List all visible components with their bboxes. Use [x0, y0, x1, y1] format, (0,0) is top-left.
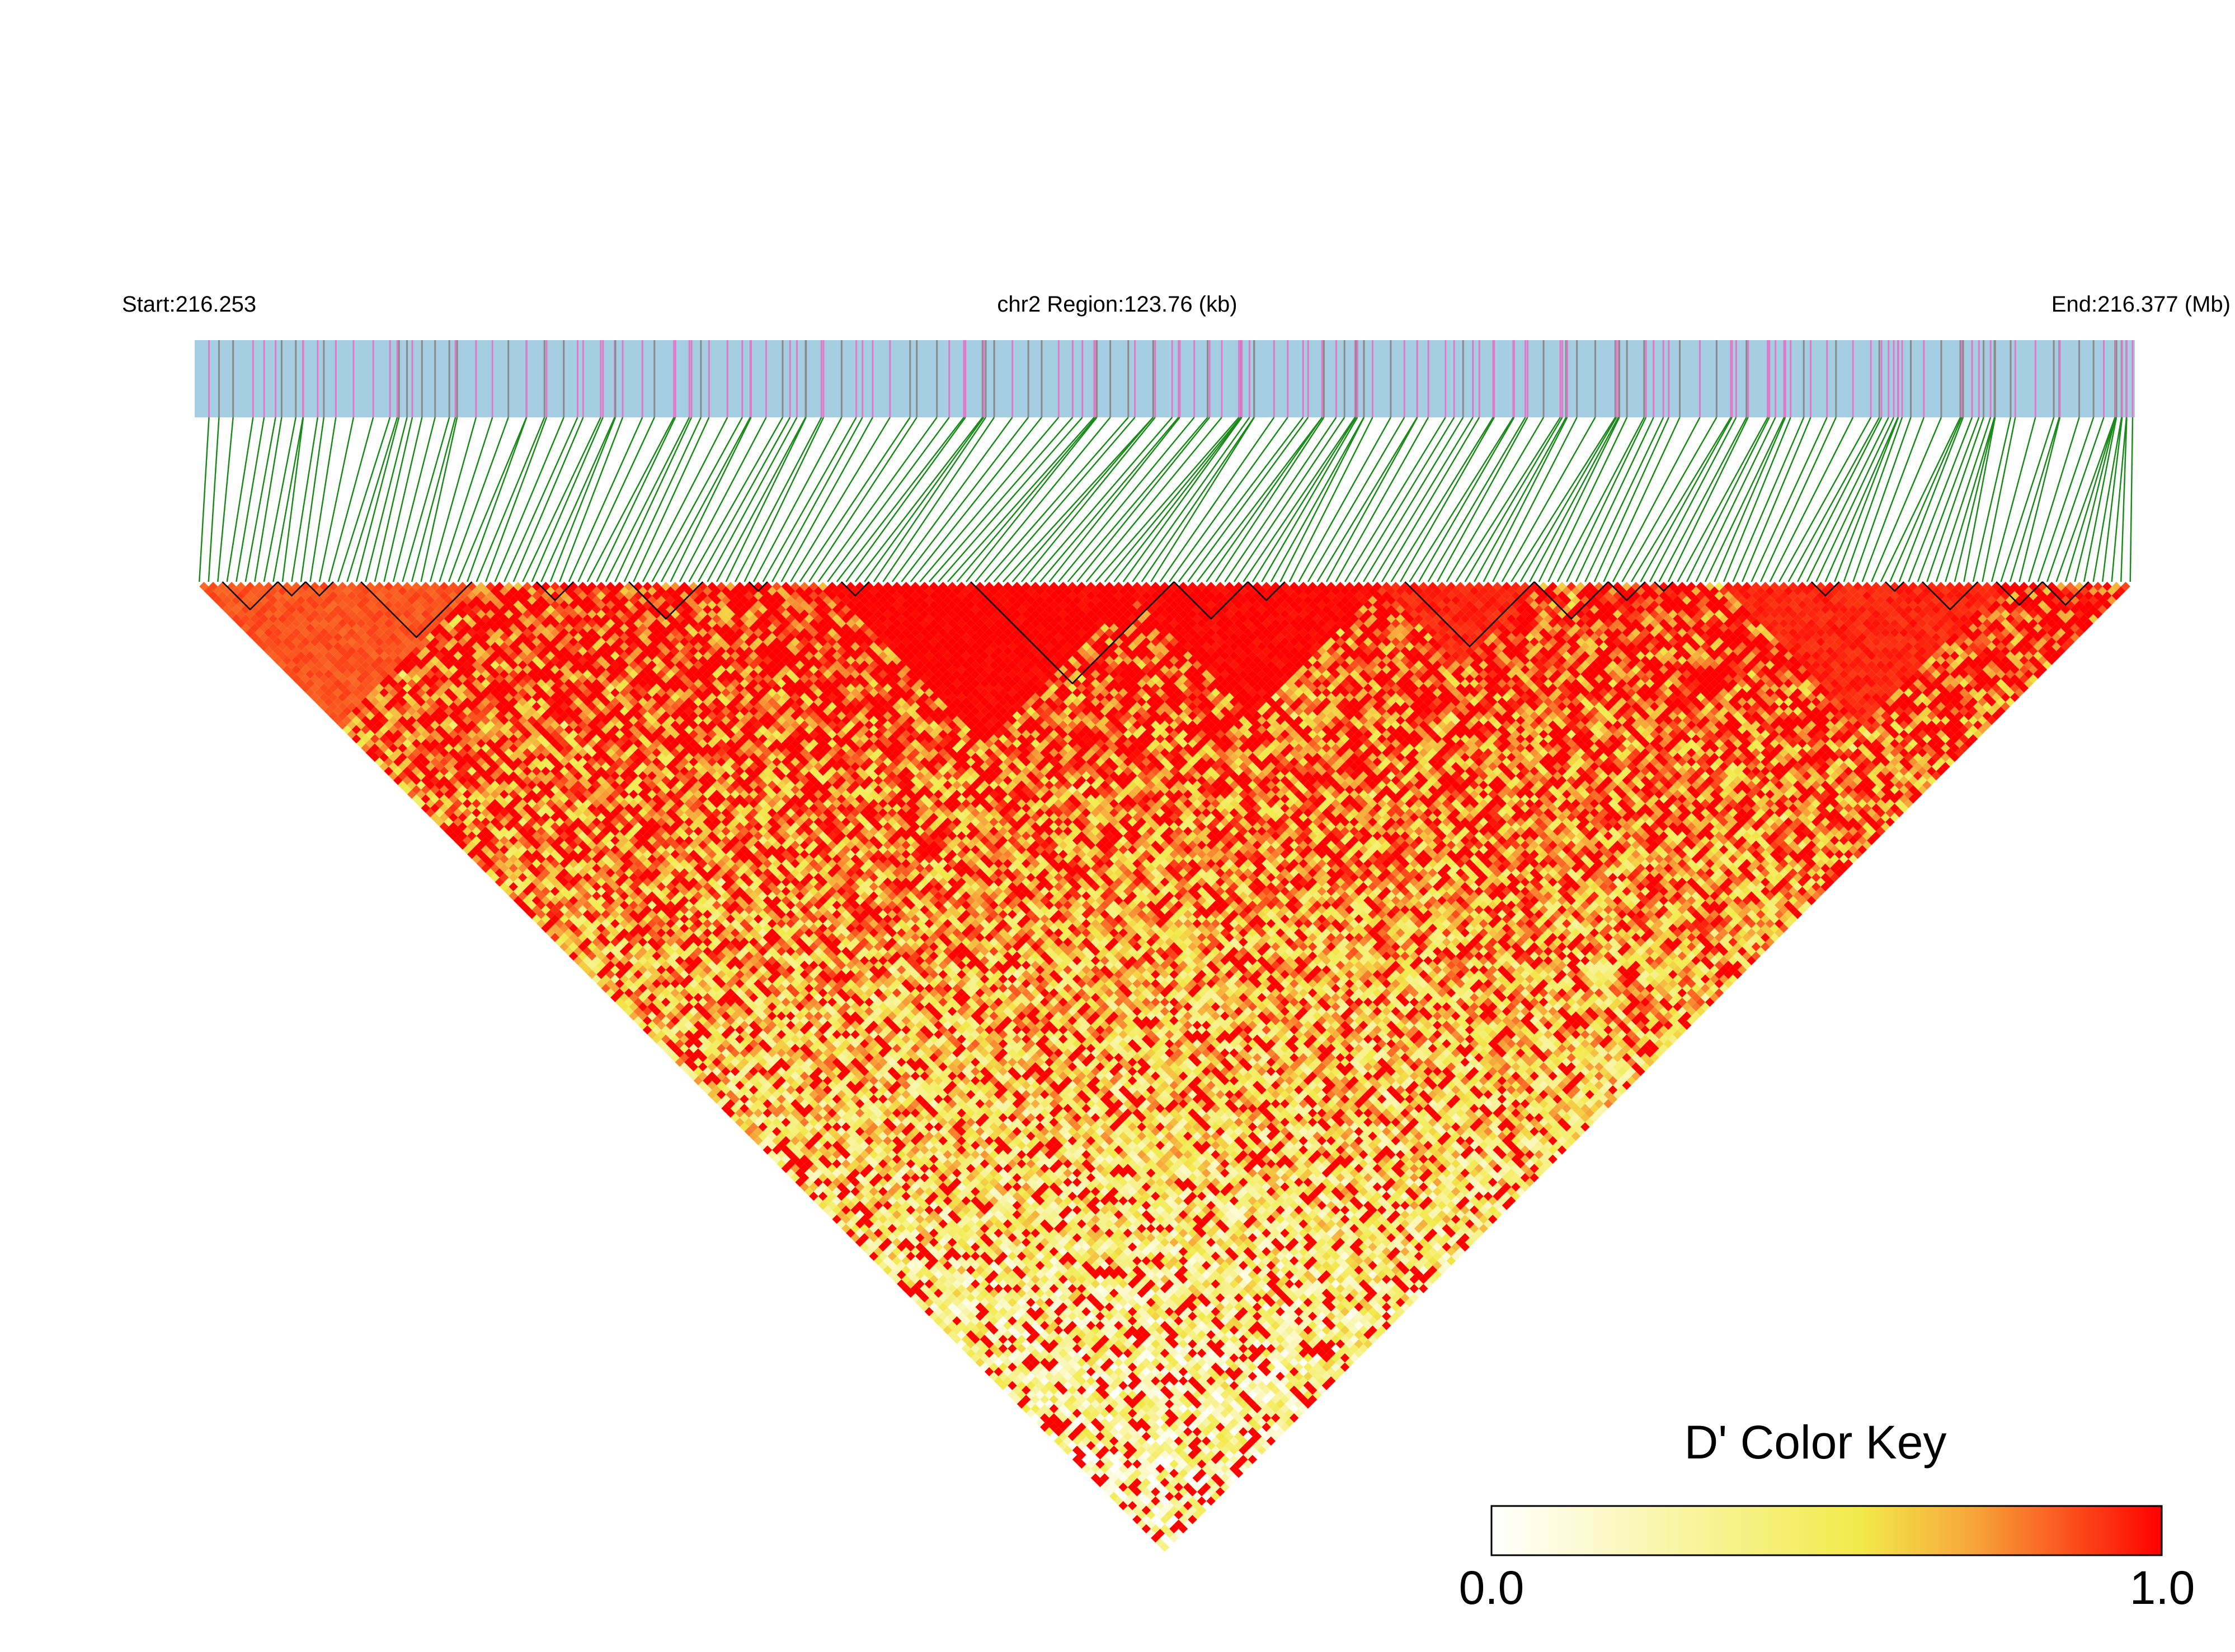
- snp-connector: [920, 417, 1058, 582]
- snp-connector: [1511, 417, 1615, 582]
- snp-connector: [467, 417, 526, 582]
- snp-connector: [1973, 417, 2011, 582]
- snp-connector: [754, 417, 841, 582]
- snp-connector: [1908, 417, 1972, 582]
- snp-connector: [440, 417, 493, 582]
- snp-connector: [1373, 417, 1473, 582]
- snp-connector: [1770, 417, 1853, 582]
- snp-connector: [1715, 417, 1786, 582]
- snp-connector: [661, 417, 750, 582]
- snp-connector: [1363, 417, 1463, 582]
- snp-connector: [901, 417, 1028, 582]
- snp-connector: [1484, 417, 1568, 582]
- snp-connector: [689, 417, 783, 582]
- snp-connector: [338, 417, 390, 582]
- snp-connector: [717, 417, 806, 582]
- snp-connector: [1631, 417, 1731, 582]
- snp-connector: [356, 417, 399, 582]
- snp-connector: [495, 417, 564, 582]
- snp-connector: [606, 417, 689, 582]
- snp-connector: [735, 417, 821, 582]
- snp-connector: [209, 417, 219, 582]
- snp-connector: [643, 417, 727, 582]
- snp-connector: [1419, 417, 1514, 582]
- ld-heatmap-cells: [199, 582, 2130, 1552]
- snp-connector-lines: [199, 417, 2133, 582]
- snp-connector: [393, 417, 435, 582]
- snp-connector: [1474, 417, 1566, 582]
- snp-connector: [449, 417, 509, 582]
- snp-connector: [514, 417, 584, 582]
- snp-connector: [375, 417, 412, 582]
- snp-connector: [1077, 417, 1210, 582]
- snp-connector: [782, 417, 873, 582]
- snp-connector: [1317, 417, 1417, 582]
- snp-connector: [1807, 417, 1889, 582]
- snp-connector: [726, 417, 806, 582]
- snp-connector: [541, 417, 615, 582]
- snp-connector: [1298, 417, 1390, 582]
- snp-connector: [864, 417, 984, 582]
- snp-connector: [199, 417, 209, 582]
- snp-connector: [846, 417, 965, 582]
- snp-connector: [283, 417, 303, 582]
- snp-connector: [615, 417, 691, 582]
- snp-connector: [1105, 417, 1241, 582]
- snp-connector: [975, 417, 1110, 582]
- snp-connector: [1798, 417, 1881, 582]
- snp-connector: [772, 417, 863, 582]
- snp-connector: [559, 417, 623, 582]
- snp-connector: [1890, 417, 1961, 582]
- snp-position-track: [195, 340, 2135, 417]
- snp-connector: [670, 417, 751, 582]
- snp-connector: [328, 417, 373, 582]
- snp-connector: [1585, 417, 1663, 582]
- snp-connector: [319, 417, 354, 582]
- snp-connector: [2084, 417, 2116, 582]
- snp-connector: [800, 417, 910, 582]
- snp-connector: [532, 417, 603, 582]
- snp-connector: [1456, 417, 1560, 582]
- snp-connector: [1262, 417, 1357, 582]
- snp-connector: [430, 417, 476, 582]
- snp-connector: [412, 417, 455, 582]
- snp-connector: [504, 417, 577, 582]
- snp-connector: [892, 417, 1013, 582]
- snp-connector: [2010, 417, 2059, 582]
- snp-connector: [1964, 417, 1995, 582]
- snp-connector: [1742, 417, 1810, 582]
- snp-connector: [680, 417, 766, 582]
- snp-connector: [2130, 417, 2133, 582]
- snp-connector: [1936, 417, 1991, 582]
- snp-connector: [1502, 417, 1596, 582]
- snp-connector: [1013, 417, 1154, 582]
